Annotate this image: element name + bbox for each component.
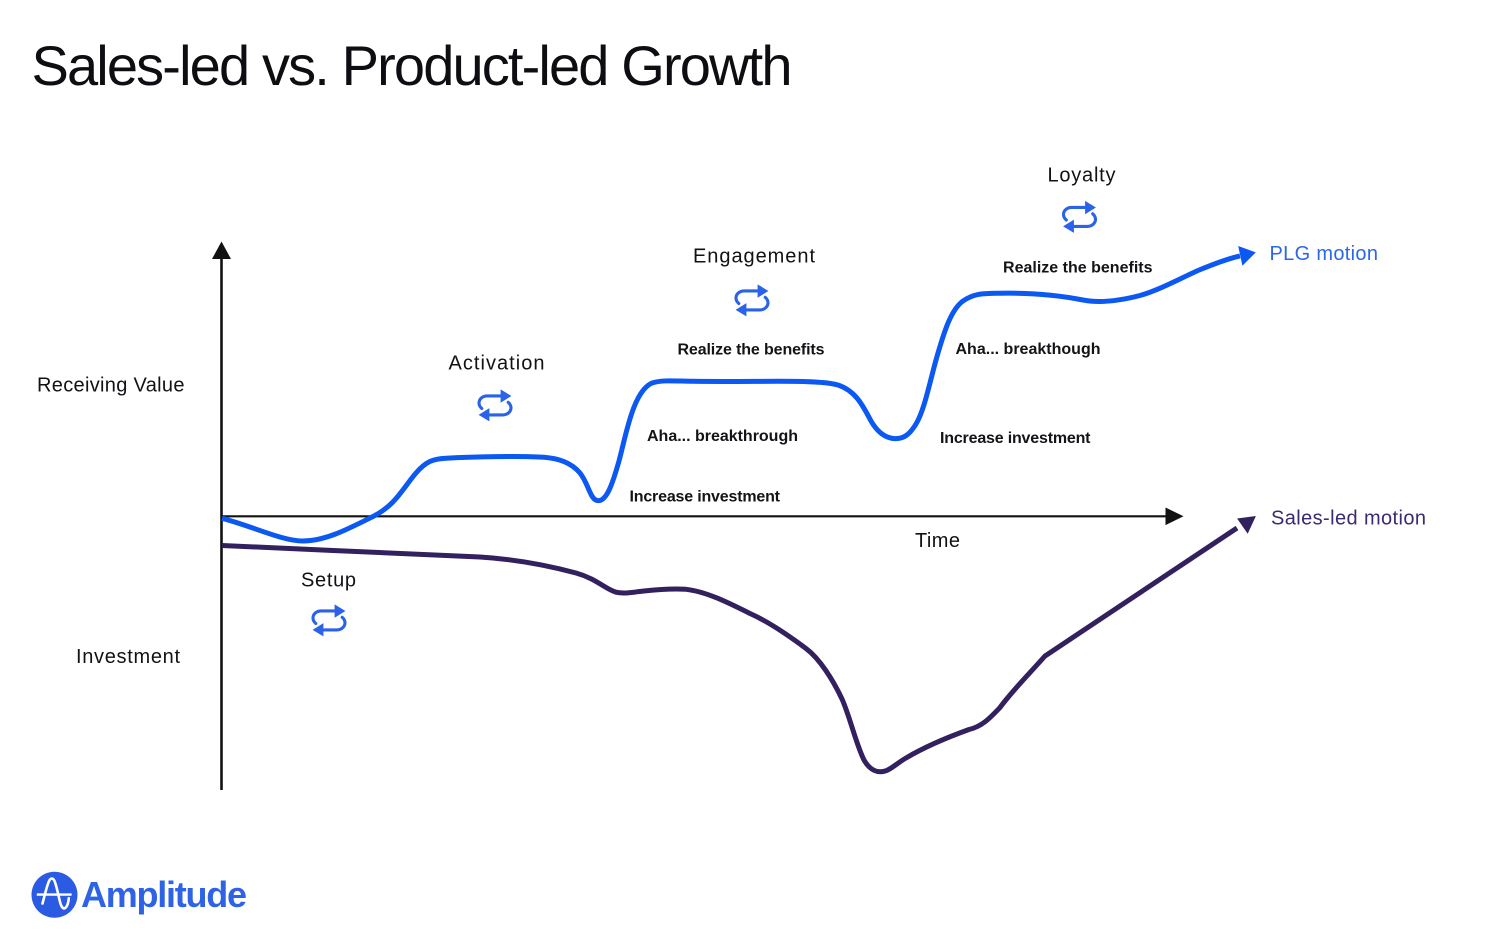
svg-text:Amplitude: Amplitude <box>81 874 247 915</box>
svg-text:Receiving Value: Receiving Value <box>37 375 185 397</box>
svg-text:PLG motion: PLG motion <box>1270 243 1379 265</box>
svg-text:Realize the benefits: Realize the benefits <box>1003 259 1153 276</box>
svg-text:Setup: Setup <box>301 570 356 592</box>
svg-text:Engagement: Engagement <box>693 246 815 268</box>
svg-text:Time: Time <box>915 530 960 552</box>
svg-text:Activation: Activation <box>449 353 545 375</box>
svg-text:Aha... breakthough: Aha... breakthough <box>956 341 1101 358</box>
svg-text:Loyalty: Loyalty <box>1048 165 1116 187</box>
svg-text:Investment: Investment <box>76 646 180 668</box>
svg-text:Increase investment: Increase investment <box>940 430 1091 447</box>
svg-text:Realize the benefits: Realize the benefits <box>678 342 825 359</box>
svg-text:Sales-led motion: Sales-led motion <box>1271 508 1426 530</box>
svg-text:Increase investment: Increase investment <box>630 489 781 506</box>
svg-text:Aha... breakthrough: Aha... breakthrough <box>647 428 798 445</box>
svg-text:Sales-led vs. Product-led Grow: Sales-led vs. Product-led Growth <box>32 34 793 97</box>
